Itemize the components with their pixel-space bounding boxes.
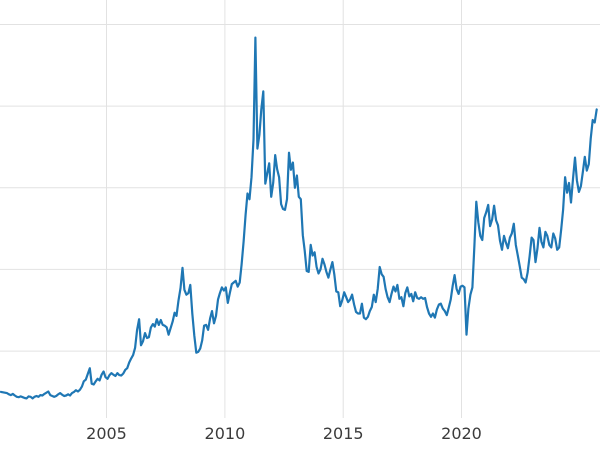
price-line-series	[0, 36, 598, 400]
x-tick-label-2005: 2005	[86, 424, 127, 443]
x-tick-label-2010: 2010	[205, 424, 246, 443]
x-tick-label-2020: 2020	[441, 424, 482, 443]
x-tick-label-2015: 2015	[323, 424, 364, 443]
